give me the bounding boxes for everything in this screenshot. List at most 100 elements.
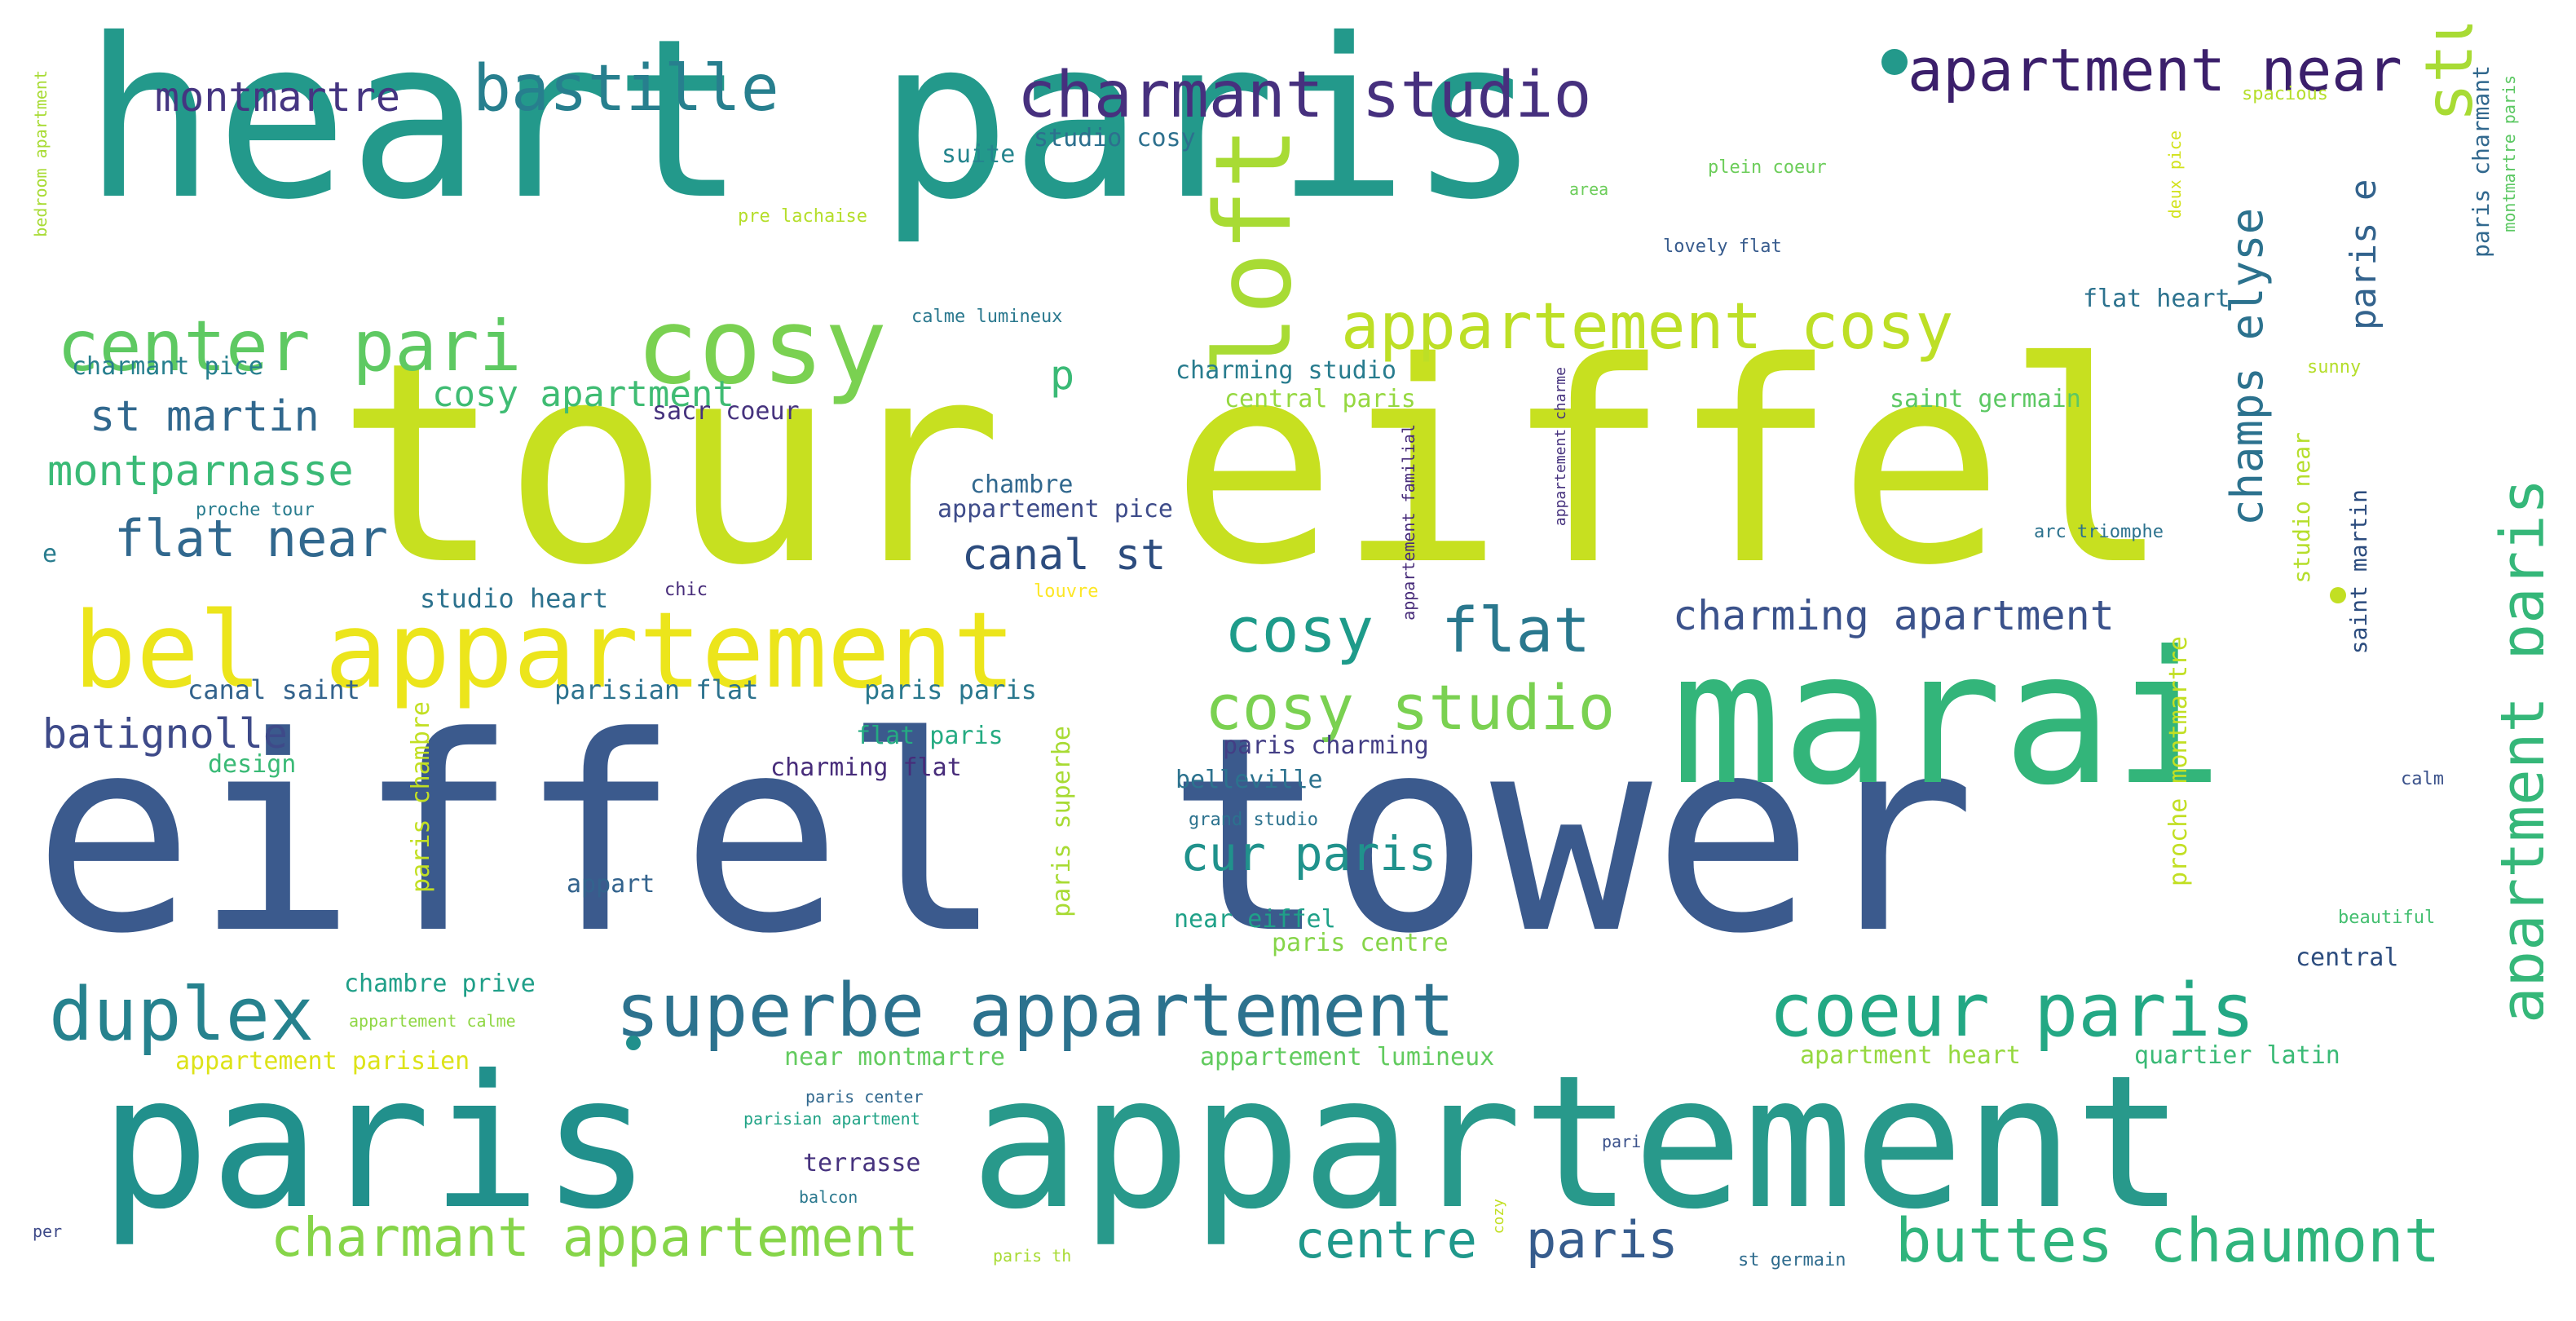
word: studio near: [2288, 432, 2315, 584]
word: appartement charme: [1552, 367, 1569, 527]
word: cosy: [1224, 594, 1374, 666]
word: near montmartre: [784, 1043, 1005, 1071]
word: paris: [1526, 1210, 1678, 1270]
word: charmant appartement: [271, 1206, 919, 1269]
word: grand studio: [1189, 810, 1318, 830]
word: louvre: [1034, 581, 1099, 602]
word: champs elyse: [2221, 207, 2273, 526]
dot: [2330, 587, 2346, 603]
word: studio heart: [420, 583, 609, 614]
word: batignolle: [42, 710, 289, 758]
word: marai: [1671, 612, 2224, 826]
word: calme lumineux: [911, 307, 1063, 327]
word: charmant pice: [72, 352, 263, 381]
word: appartement familial: [1399, 424, 1418, 621]
word: flat paris: [856, 722, 1003, 750]
word: loft: [1193, 126, 1316, 378]
word: lovely flat: [1663, 236, 1782, 257]
word: appartement lumineux: [1200, 1043, 1495, 1071]
word: st germain: [1738, 1250, 1846, 1270]
word: centre: [1295, 1210, 1477, 1270]
word: appart: [567, 870, 655, 899]
word: appartement pice: [937, 495, 1173, 524]
word: cosy apartment: [432, 373, 734, 415]
word: cosy: [636, 286, 888, 408]
word: calm: [2401, 769, 2444, 789]
word: spacious: [2242, 84, 2328, 104]
word: canal st: [962, 531, 1167, 580]
word: charmant studio: [1017, 59, 1592, 132]
dot: [1881, 49, 1908, 75]
word: cosy studio: [1205, 671, 1616, 744]
word: paris centre: [1272, 929, 1449, 957]
word: central: [2296, 943, 2399, 972]
word: cozy: [1490, 1199, 1507, 1235]
word: central paris: [1224, 385, 1416, 413]
word-cloud: heart paris tour eiffel eiffel tower par…: [33, 24, 2543, 1297]
word: charming apartment: [1673, 592, 2115, 639]
word: sunny: [2307, 357, 2362, 378]
word: pari: [1602, 1132, 1642, 1151]
word: saint martin: [2345, 489, 2372, 655]
word: paris charmant: [2468, 65, 2494, 258]
word: near eiffel: [1174, 905, 1336, 934]
word: belleville: [1176, 766, 1323, 794]
word: parisian apartment: [743, 1109, 920, 1129]
word: terrasse: [803, 1149, 921, 1177]
word: bedroom apartment: [33, 70, 51, 237]
word: suite: [942, 140, 1016, 169]
word: apartment heart: [1800, 1041, 2021, 1070]
word: cur paris: [1180, 826, 1437, 881]
word: flat near: [114, 509, 388, 568]
word: deux pice: [2165, 130, 2185, 219]
word: beautiful: [2338, 908, 2436, 928]
word: st martin: [90, 392, 320, 441]
word: bastille: [473, 52, 779, 126]
word: area: [1569, 179, 1609, 199]
word: quartier latin: [2134, 1041, 2340, 1070]
word: saint germain: [1890, 385, 2081, 413]
word: studio cosy: [1034, 124, 1196, 152]
dot: [626, 1036, 641, 1050]
word: heart paris: [83, 24, 1542, 248]
word: per: [33, 1222, 63, 1241]
word: tour eiffel: [336, 303, 2172, 626]
word: montmartre paris: [2499, 75, 2519, 232]
word: superbe appartement: [615, 968, 1455, 1054]
word: paris center: [805, 1087, 924, 1107]
word: e: [42, 540, 58, 568]
word: montparnasse: [47, 447, 354, 496]
word: chambre prive: [344, 970, 536, 998]
word: appartement cosy: [1341, 290, 1954, 364]
word: p: [1050, 351, 1075, 399]
word: parisian flat: [554, 674, 759, 705]
word: plein coeur: [1708, 157, 1827, 178]
word: paris charming: [1223, 731, 1429, 760]
word: duplex: [49, 972, 315, 1058]
word: coeur paris: [1769, 968, 2256, 1054]
word: eiffel tower: [33, 679, 1977, 992]
word: apartment near: [1908, 36, 2402, 104]
word: pre lachaise: [738, 206, 867, 227]
word: arc triomphe: [2034, 522, 2164, 542]
word: paris e: [2343, 179, 2384, 330]
word: flat heart: [2083, 285, 2230, 313]
word: chic: [664, 580, 708, 600]
word: center pari: [57, 306, 522, 387]
word: paris chambre: [407, 701, 435, 893]
word: apartment paris: [2488, 478, 2543, 1023]
word: paris th: [993, 1246, 1072, 1266]
word: appartement calme: [349, 1011, 516, 1031]
word: bel appartement: [73, 590, 1016, 712]
word: balcon: [799, 1187, 858, 1207]
word: proche montmartre: [2164, 636, 2193, 887]
word: flat: [1441, 594, 1591, 666]
word: paris paris: [864, 674, 1037, 705]
word: design: [208, 750, 297, 779]
word: montmartre: [155, 73, 401, 121]
word: canal saint: [187, 674, 360, 705]
word: buttes chaumont: [1895, 1206, 2441, 1276]
word: charming studio: [1176, 356, 1396, 385]
word: appartement: [970, 1036, 2186, 1250]
word: chambre: [970, 471, 1074, 499]
